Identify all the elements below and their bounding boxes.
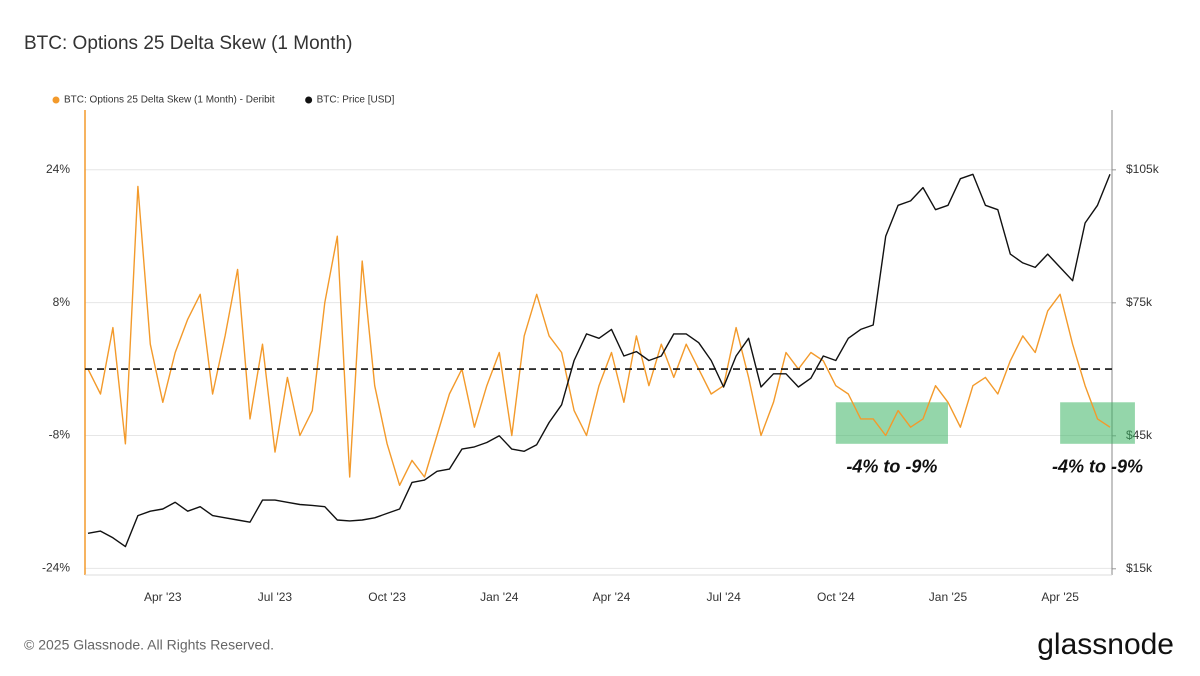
- legend-label: BTC: Options 25 Delta Skew (1 Month) - D…: [64, 95, 275, 106]
- chart-title: BTC: Options 25 Delta Skew (1 Month): [24, 33, 352, 54]
- annotation-text: -4% to -9%: [846, 457, 937, 477]
- legend-marker: [305, 96, 313, 104]
- x-tick-label: Jul '23: [258, 590, 293, 604]
- annotation-text: -4% to -9%: [1052, 457, 1143, 477]
- x-tick-label: Jul '24: [706, 590, 741, 604]
- legend-marker: [52, 96, 60, 104]
- x-tick-label: Apr '25: [1041, 590, 1079, 604]
- y-tick-label: -8%: [49, 428, 71, 442]
- x-tick-label: Apr '24: [593, 590, 631, 604]
- y2-tick-label: $75k: [1126, 295, 1153, 309]
- copyright: © 2025 Glassnode. All Rights Reserved.: [24, 637, 274, 653]
- x-tick-label: Oct '24: [817, 590, 855, 604]
- series-line: [87, 173, 1111, 548]
- x-tick-label: Jan '25: [929, 590, 968, 604]
- y-tick-label: -24%: [42, 561, 70, 575]
- y2-tick-label: $105k: [1126, 162, 1160, 176]
- x-tick-label: Apr '23: [144, 590, 182, 604]
- highlight-box: [1060, 402, 1135, 444]
- y2-tick-label: $15k: [1126, 561, 1153, 575]
- series-line: [87, 185, 1111, 486]
- y-tick-label: 8%: [53, 295, 71, 309]
- x-tick-label: Oct '23: [368, 590, 406, 604]
- legend-label: BTC: Price [USD]: [317, 95, 395, 106]
- y-tick-label: 24%: [46, 162, 70, 176]
- x-tick-label: Jan '24: [480, 590, 519, 604]
- logo: glassnode: [1037, 628, 1174, 661]
